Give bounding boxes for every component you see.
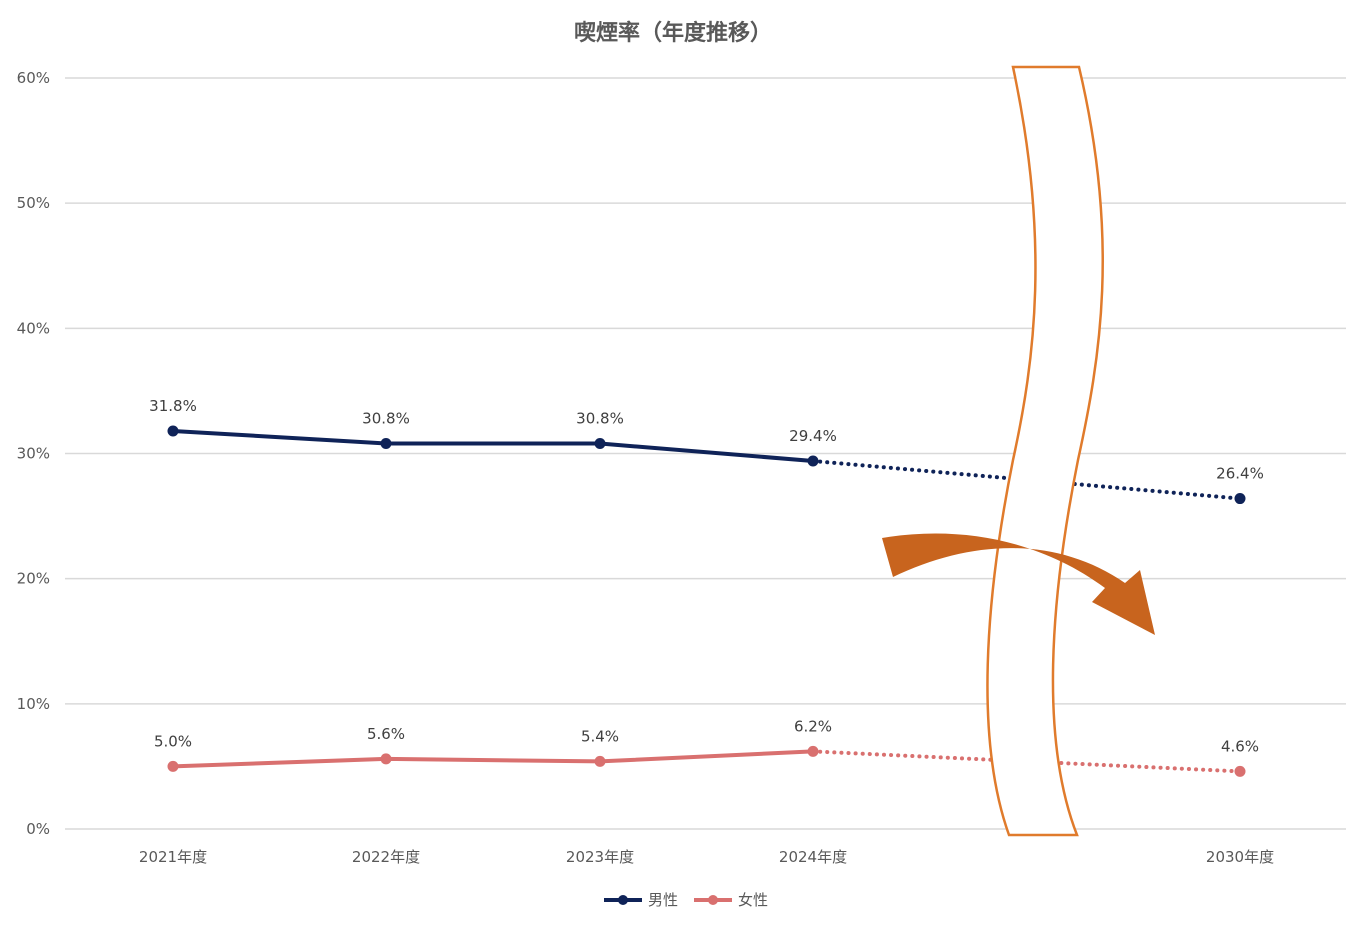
- x-tick-label: 2021年度: [139, 848, 207, 866]
- legend-marker: [618, 895, 628, 905]
- data-label: 5.0%: [154, 732, 192, 750]
- data-point: [807, 745, 819, 757]
- legend-label: 男性: [648, 891, 678, 909]
- y-tick-label: 40%: [17, 319, 50, 337]
- x-axis-ticks: 2021年度 2022年度 2023年度 2024年度 2030年度: [139, 848, 1274, 866]
- data-label: 30.8%: [362, 409, 410, 427]
- y-tick-label: 60%: [17, 69, 50, 87]
- data-label: 6.2%: [794, 717, 832, 735]
- data-label: 4.6%: [1221, 737, 1259, 755]
- data-label: 31.8%: [149, 397, 197, 415]
- chart-title: 喫煙率（年度推移）: [574, 20, 772, 46]
- data-point: [167, 760, 179, 772]
- series-layer: [167, 425, 1246, 777]
- data-label: 29.4%: [789, 427, 837, 445]
- series-line-actual: [172, 428, 814, 464]
- x-tick-label: 2023年度: [566, 848, 634, 866]
- data-point: [594, 755, 606, 767]
- data-label: 5.4%: [581, 727, 619, 745]
- trend-arrow: [882, 533, 1155, 635]
- y-tick-label: 20%: [17, 570, 50, 588]
- data-label: 30.8%: [576, 409, 624, 427]
- x-tick-label: 2022年度: [352, 848, 420, 866]
- x-tick-label: 2024年度: [779, 848, 847, 866]
- annotation-layer: [882, 65, 1155, 837]
- y-axis-ticks: 0% 10% 20% 30% 40% 50% 60%: [17, 69, 50, 838]
- data-label: 26.4%: [1216, 465, 1264, 483]
- data-point: [807, 455, 819, 467]
- y-tick-label: 0%: [26, 820, 50, 838]
- y-tick-label: 50%: [17, 194, 50, 212]
- data-labels: 31.8% 30.8% 30.8% 29.4% 26.4% 5.0% 5.6% 5.4% 6.2…: [149, 397, 1264, 755]
- data-label: 5.6%: [367, 725, 405, 743]
- data-point: [1234, 493, 1246, 505]
- axis-break-band: [986, 65, 1104, 837]
- legend-marker: [708, 895, 718, 905]
- series-line-actual: [172, 749, 814, 769]
- data-point: [380, 437, 392, 449]
- data-point: [380, 753, 392, 765]
- y-tick-label: 30%: [17, 445, 50, 463]
- x-tick-label: 2030年度: [1206, 848, 1274, 866]
- data-point: [1234, 765, 1246, 777]
- legend-label: 女性: [738, 891, 768, 909]
- y-tick-label: 10%: [17, 695, 50, 713]
- data-point: [594, 437, 606, 449]
- data-point: [167, 425, 179, 437]
- legend: 男性 女性: [604, 891, 768, 909]
- grid-lines: [65, 77, 1346, 830]
